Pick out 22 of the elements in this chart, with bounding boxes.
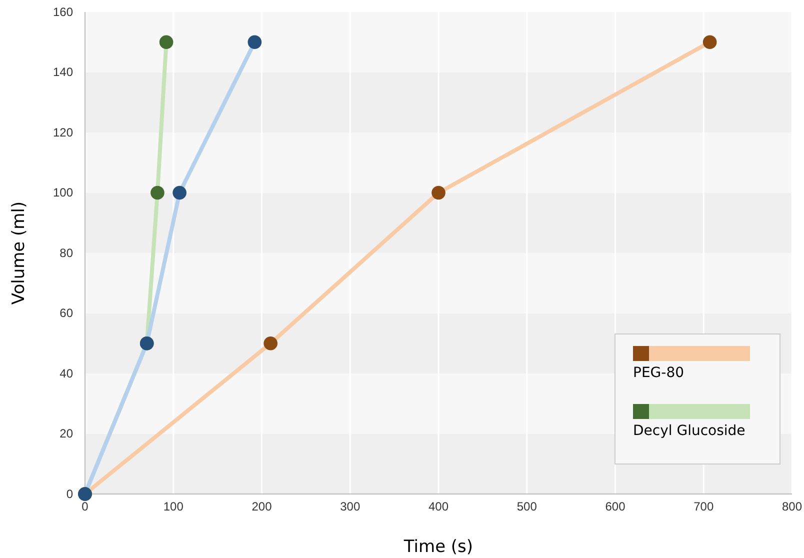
y-tick-label: 120 xyxy=(52,125,74,140)
x-tick-label: 800 xyxy=(782,500,802,514)
x-axis-title: Time (s) xyxy=(402,537,474,557)
x-tick-label: 400 xyxy=(428,500,449,514)
x-tick-label: 200 xyxy=(252,500,272,514)
y-tick-label: 40 xyxy=(60,366,74,380)
y-axis-title: Volume (ml) xyxy=(9,201,29,305)
y-tick-label: 80 xyxy=(60,246,74,260)
y-tick-label: 0 xyxy=(66,486,74,501)
x-tick-label: 300 xyxy=(340,500,360,514)
y-tick-label: 20 xyxy=(60,426,74,441)
x-tick-label: 700 xyxy=(694,500,714,514)
legend-label: PEG-80 xyxy=(633,365,684,381)
y-tick-label: 100 xyxy=(52,186,74,200)
legend-label: Decyl Glucoside xyxy=(633,423,746,439)
y-tick-label: 160 xyxy=(52,4,74,19)
y-tick-label: 60 xyxy=(60,306,74,320)
x-tick-label: 0 xyxy=(82,500,89,514)
x-tick-label: 500 xyxy=(516,500,538,514)
x-tick-label: 100 xyxy=(163,500,184,514)
x-tick-label: 600 xyxy=(605,500,626,514)
y-tick-label: 140 xyxy=(52,65,74,80)
